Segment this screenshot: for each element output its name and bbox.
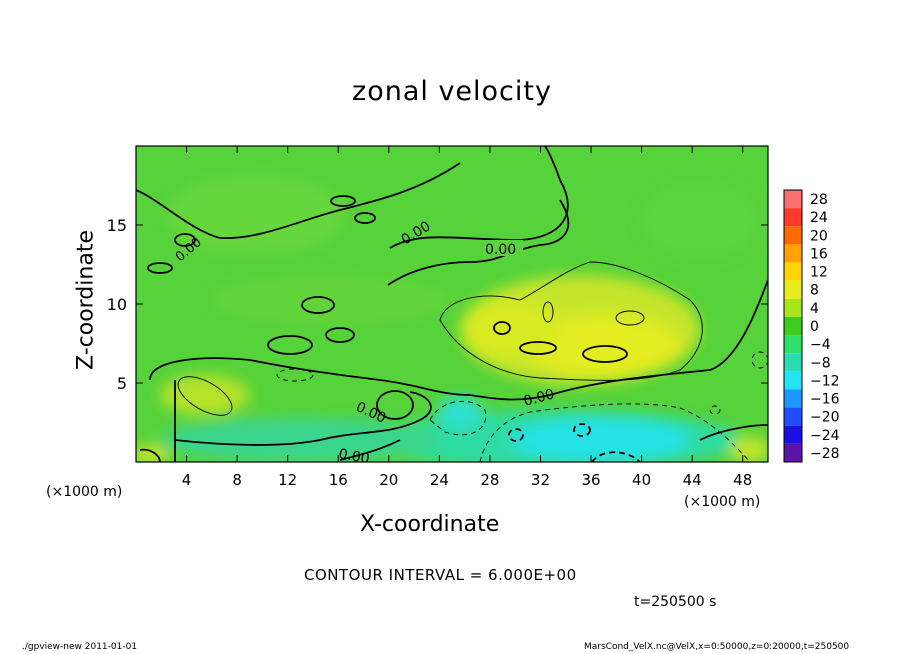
colorbar-label: 12 xyxy=(810,265,828,281)
colorbar-label: −4 xyxy=(810,337,831,353)
x-tick-label: 4 xyxy=(182,471,192,489)
colorbar-swatch xyxy=(784,335,802,354)
colorbar-swatch xyxy=(784,316,802,336)
footer-left: ./gpview-new 2011-01-01 xyxy=(22,642,138,652)
x-axis-label: X-coordinate xyxy=(360,512,500,537)
footer-right: MarsCond_VelX.nc@VelX,x=0:50000,z=0:2000… xyxy=(584,642,850,652)
x-tick-label: 36 xyxy=(581,471,600,489)
colorbar-label: 8 xyxy=(810,283,819,299)
contour-label: 0.00 xyxy=(485,242,516,258)
x-tick-label: 24 xyxy=(430,471,449,489)
colorbar-label: 16 xyxy=(810,246,828,262)
contour-interval: CONTOUR INTERVAL = 6.000E+00 xyxy=(304,566,577,584)
colorbar-swatch xyxy=(784,226,802,245)
colorbar-label: 4 xyxy=(810,301,819,317)
x-tick-label: 20 xyxy=(379,471,398,489)
colorbar-swatch xyxy=(784,262,802,281)
colorbar-label: 0 xyxy=(810,319,819,335)
colorbar-label: −8 xyxy=(810,355,831,371)
colorbar-label: −12 xyxy=(810,373,840,389)
contour-label: 0.00 xyxy=(522,386,556,410)
x-unit-right: (×1000 m) xyxy=(684,494,761,510)
x-tick-label: 44 xyxy=(683,471,702,489)
velocity-field: 0.00 0.00 0.00 0.00 0.00 0.00 xyxy=(136,146,768,467)
x-tick-label: 40 xyxy=(632,471,651,489)
colorbar-frame xyxy=(783,189,803,463)
y-tick-label: 5 xyxy=(117,374,127,393)
colorbar-swatch xyxy=(784,371,802,390)
colorbar-label: 24 xyxy=(810,210,828,226)
x-tick-label: 16 xyxy=(329,471,348,489)
colorbar-swatch xyxy=(784,407,802,426)
time-label: t=250500 s xyxy=(634,594,717,610)
colorbar: 28 24 20 16 12 8 4 0 −4 −8 −12 −16 −20 −24 −28 xyxy=(783,189,840,463)
y-axis-label: Z-coordinate xyxy=(73,230,99,370)
chart-title: zonal velocity xyxy=(352,76,552,107)
colorbar-label: −16 xyxy=(810,392,840,408)
y-tick-label: 10 xyxy=(107,295,127,314)
contour-label: 0.00 xyxy=(337,446,370,467)
x-unit-left: (×1000 m) xyxy=(46,484,123,500)
x-axis: 4 8 12 16 20 24 28 32 36 40 44 48 xyxy=(182,146,752,489)
colorbar-swatch xyxy=(784,244,802,263)
x-tick-label: 28 xyxy=(480,471,499,489)
colorbar-swatch xyxy=(784,389,802,408)
colorbar-label: 28 xyxy=(810,192,828,208)
colorbar-label: 20 xyxy=(810,228,828,244)
colorbar-swatch xyxy=(784,425,802,444)
y-tick-label: 15 xyxy=(107,216,127,235)
x-tick-label: 12 xyxy=(278,471,297,489)
x-tick-label: 32 xyxy=(531,471,550,489)
y-axis: 5 10 15 xyxy=(107,216,768,393)
colorbar-swatch xyxy=(784,353,802,372)
colorbar-label: −28 xyxy=(810,446,840,462)
x-tick-label: 8 xyxy=(232,471,242,489)
colorbar-label: −24 xyxy=(810,428,840,444)
colorbar-swatch xyxy=(784,298,802,317)
colorbar-swatch xyxy=(784,208,802,227)
colorbar-swatch xyxy=(784,280,802,299)
colorbar-label: −20 xyxy=(810,410,840,426)
x-tick-label: 48 xyxy=(733,471,752,489)
colorbar-swatch xyxy=(784,190,802,209)
colorbar-swatch xyxy=(784,443,802,462)
